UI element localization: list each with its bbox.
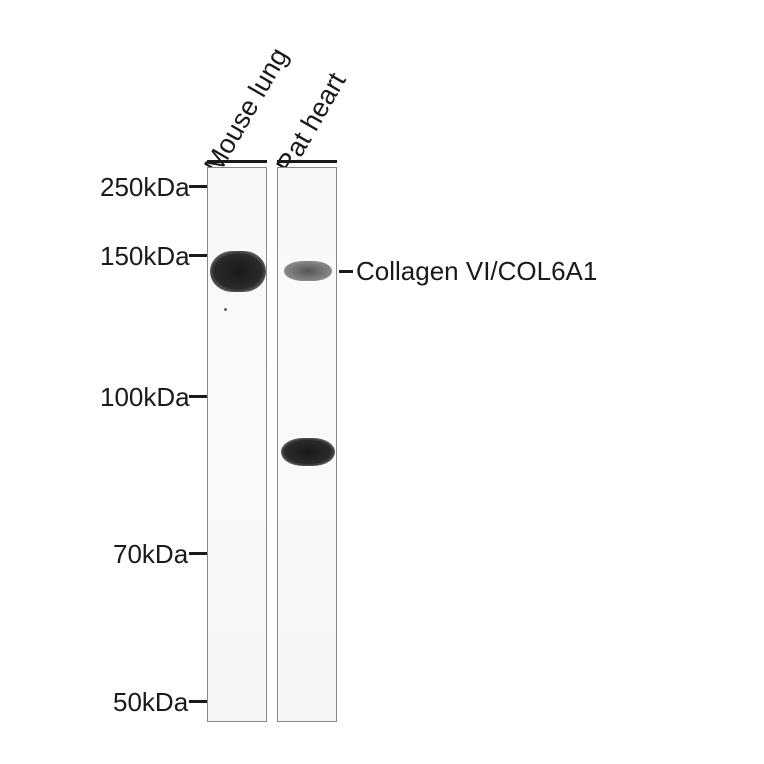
marker-50kda: 50kDa [113,687,188,718]
marker-tick-150 [189,254,207,257]
lane-underline-1 [207,160,267,163]
band-rat-heart-140kda [284,261,332,281]
lane-underline-2 [277,160,337,163]
target-label-collagen: Collagen VI/COL6A1 [356,256,597,287]
marker-tick-250 [189,185,207,188]
band-mouse-lung-140kda [210,251,266,292]
western-blot-figure: Mouse lung Rat heart 250kDa 150kDa 100kD… [0,0,764,764]
marker-150kda: 150kDa [100,241,190,272]
marker-tick-50 [189,700,207,703]
marker-tick-70 [189,552,207,555]
speck-artifact [224,308,227,311]
marker-250kda: 250kDa [100,172,190,203]
marker-70kda: 70kDa [113,539,188,570]
blot-lane-1 [207,167,267,722]
band-rat-heart-85kda [281,438,335,466]
marker-100kda: 100kDa [100,382,190,413]
target-tick [339,270,353,273]
marker-tick-100 [189,395,207,398]
blot-lane-2 [277,167,337,722]
